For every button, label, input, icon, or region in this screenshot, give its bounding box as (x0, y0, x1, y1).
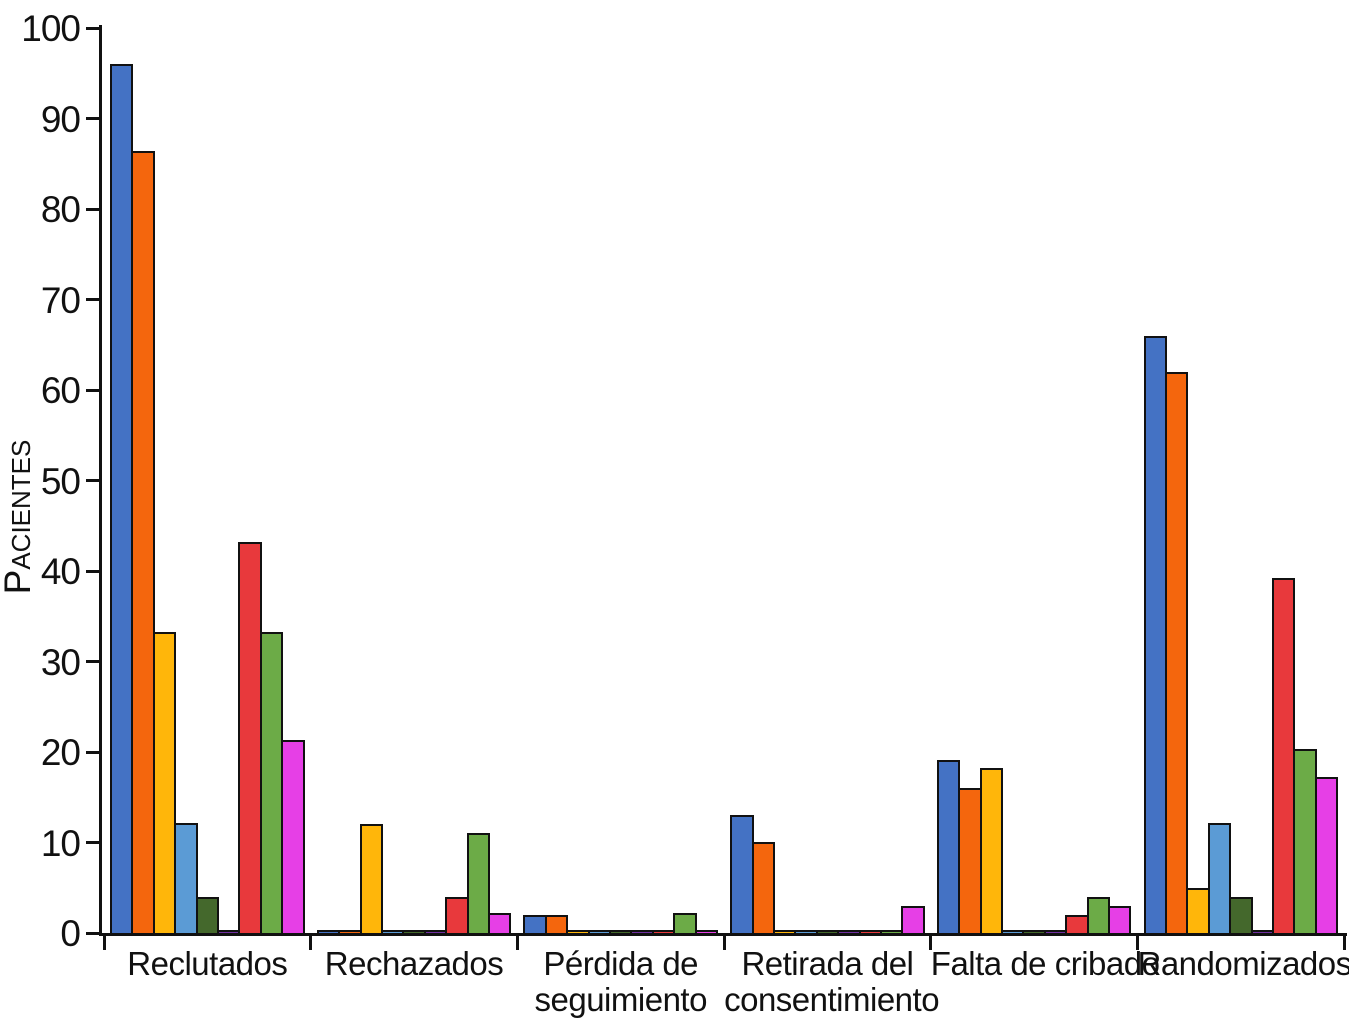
category-label-line: Pérdida de (543, 945, 699, 982)
bar (487, 913, 512, 933)
bar (523, 914, 547, 933)
y-tick (86, 298, 100, 301)
bar (152, 631, 177, 933)
bar (195, 896, 220, 933)
bar (936, 760, 961, 933)
category-label-line: Rechazados (324, 945, 504, 982)
bar (131, 151, 155, 933)
category-label: Falta de cribado (930, 945, 1160, 982)
x-tick (102, 936, 106, 950)
y-tick-label: 30 (40, 641, 81, 683)
bar (979, 768, 1004, 933)
category-label-line: Randomizados (1137, 945, 1349, 982)
y-tick-label: 100 (21, 8, 81, 49)
bar (466, 833, 490, 933)
y-tick-label: 50 (40, 460, 81, 502)
bar (958, 788, 982, 933)
x-tick (1342, 936, 1346, 950)
y-tick (86, 117, 100, 120)
y-tick-label: 60 (40, 370, 81, 411)
bar (1229, 896, 1253, 933)
x-tick (1136, 936, 1139, 950)
y-tick-label: 0 (60, 913, 81, 954)
bar (281, 740, 305, 933)
x-tick (515, 936, 519, 950)
bar (174, 822, 198, 933)
category-label: Retirada del consentimiento (724, 945, 940, 1018)
bar-group-3 (517, 0, 724, 933)
category-label-line: Reclutados (127, 945, 288, 982)
y-axis-title-rest: acientes (6, 439, 36, 570)
bar (673, 913, 697, 933)
x-tick (309, 936, 313, 950)
x-tick (722, 936, 726, 950)
y-tick (86, 750, 100, 754)
y-tick (86, 479, 100, 482)
bar-group-4 (724, 0, 931, 933)
y-tick (86, 841, 100, 844)
category-label-line: Retirada del (741, 945, 914, 982)
bar (445, 896, 469, 933)
category-label-line: consentimiento (724, 981, 940, 1018)
y-tick (86, 931, 100, 935)
category-label-line: Falta de cribado (930, 945, 1160, 982)
bar (1186, 887, 1210, 933)
y-tick-label: 40 (40, 551, 81, 592)
bar (1207, 822, 1232, 933)
x-axis-line (99, 933, 1347, 936)
bar (1271, 578, 1296, 933)
bar (1143, 335, 1167, 933)
category-label: Reclutados (104, 946, 311, 982)
category-label: Pérdida de seguimiento (517, 946, 724, 1018)
category-label: Rechazados (311, 946, 518, 982)
bar-group-5 (931, 0, 1138, 933)
y-tick-label: 80 (40, 189, 81, 230)
y-tick (86, 26, 100, 30)
y-tick-label: 10 (40, 822, 81, 864)
bar (1086, 896, 1110, 933)
x-tick (929, 936, 933, 950)
y-axis-line (99, 25, 102, 936)
bar-group-1 (104, 0, 311, 933)
bar (1065, 914, 1089, 933)
y-tick (86, 660, 100, 663)
bar (1108, 905, 1132, 933)
y-tick (86, 569, 100, 573)
bar (751, 841, 775, 933)
y-tick-label: 90 (40, 98, 81, 140)
bar (238, 542, 262, 933)
bar-group-2 (311, 0, 518, 933)
bar (1164, 371, 1189, 933)
bar (1314, 777, 1339, 933)
y-tick (86, 388, 100, 392)
bar (1293, 749, 1317, 933)
bar (110, 64, 134, 933)
bar (359, 824, 383, 933)
bar (544, 914, 569, 933)
y-tick-label: 20 (40, 732, 81, 773)
y-tick (86, 207, 100, 211)
bar (901, 905, 925, 933)
y-tick-label: 70 (40, 279, 81, 321)
category-label-line: seguimiento (534, 981, 708, 1018)
bar (259, 631, 284, 933)
bar-group-6 (1138, 0, 1345, 933)
category-label: Randomizados (1137, 945, 1349, 982)
bar (730, 815, 754, 933)
